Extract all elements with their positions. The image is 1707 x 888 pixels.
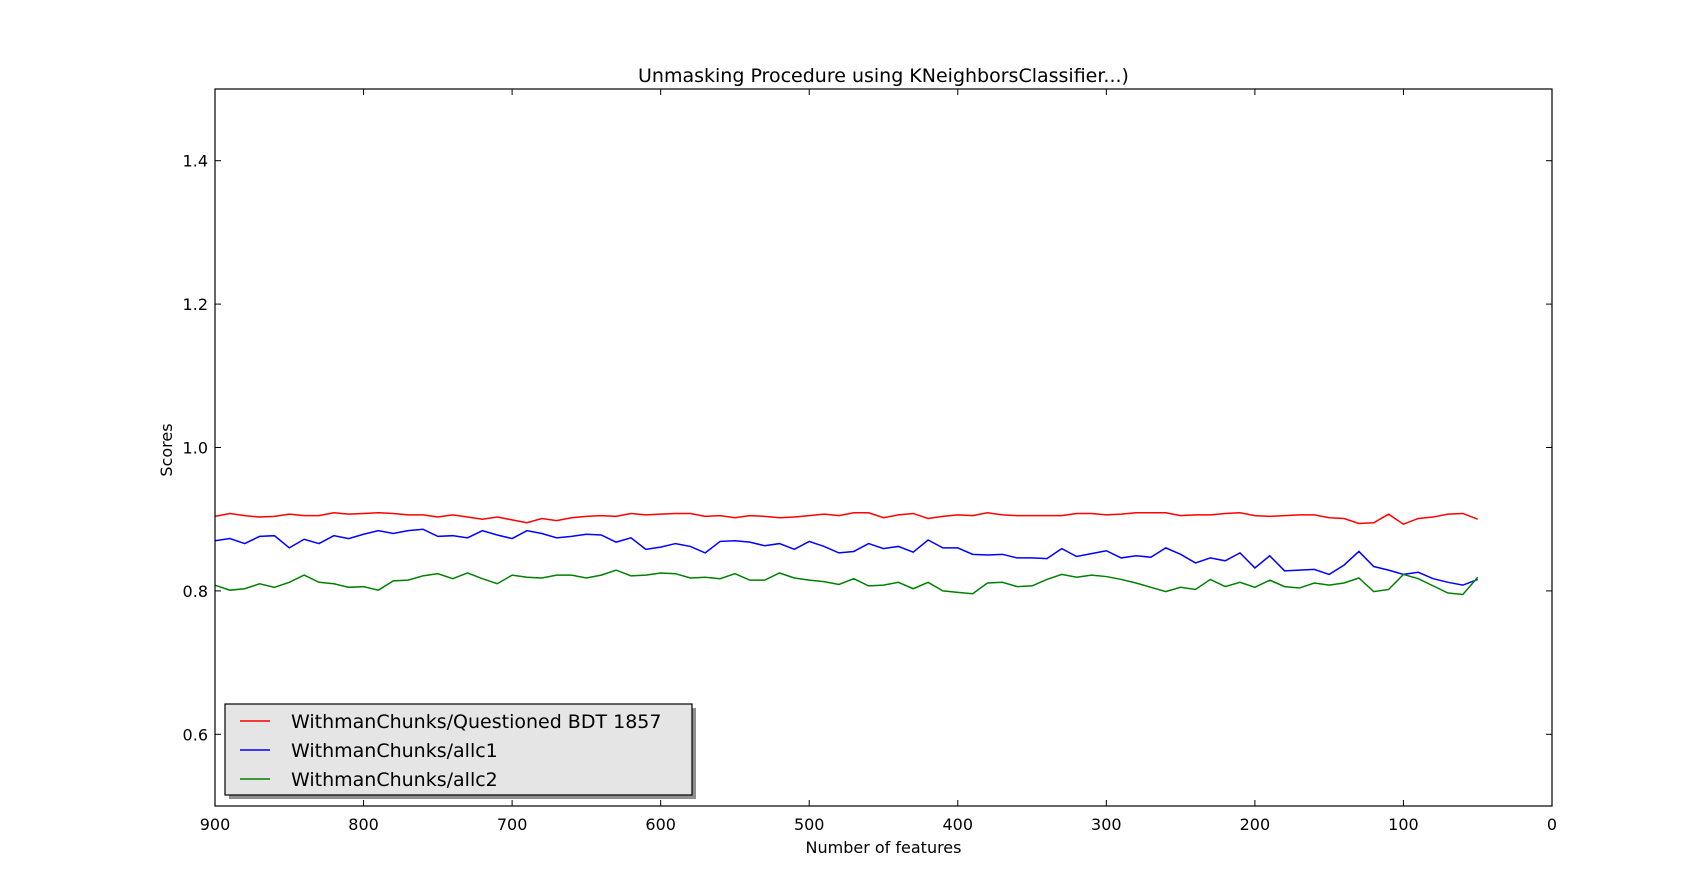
series-line-3 — [214, 569, 1479, 596]
x-tick-label: 200 — [1240, 815, 1271, 834]
series-line-1 — [214, 511, 1478, 526]
legend-items: WithmanChunks/Questioned BDT 1857 Withman… — [240, 711, 661, 791]
series-line-2 — [214, 528, 1478, 586]
chart-title: Unmasking Procedure using KNeighborsClas… — [638, 65, 1129, 87]
y-tick-label: 1.0 — [183, 439, 208, 458]
y-tick-label: 0.6 — [183, 725, 208, 744]
legend: WithmanChunks/Questioned BDT 1857 Withman… — [224, 703, 696, 799]
x-axis-label: Number of features — [806, 838, 962, 857]
x-tick-label: 600 — [645, 815, 676, 834]
y-tick-label: 1.2 — [183, 295, 208, 314]
legend-label-1: WithmanChunks/Questioned BDT 1857 — [291, 711, 661, 733]
y-tick-label: 0.8 — [183, 582, 208, 601]
x-tick-label: 500 — [794, 815, 825, 834]
x-tick-label: 100 — [1388, 815, 1419, 834]
x-tick-label: 700 — [497, 815, 528, 834]
x-tick-label: 300 — [1091, 815, 1122, 834]
y-axis-label: Scores — [157, 423, 176, 476]
x-tick-label: 900 — [200, 815, 231, 834]
x-tick-label: 400 — [943, 815, 974, 834]
x-tick-label: 800 — [348, 815, 379, 834]
x-axis: 900 800 700 600 500 400 300 200 100 0 — [200, 89, 1557, 834]
x-tick-label: 0 — [1547, 815, 1557, 834]
y-tick-label: 1.4 — [183, 152, 208, 171]
y-axis: 0.6 0.8 1.0 1.2 1.4 — [183, 152, 1552, 744]
legend-label-2: WithmanChunks/allc1 — [291, 740, 498, 762]
legend-box — [224, 703, 693, 796]
plot-series — [214, 511, 1479, 596]
legend-label-3: WithmanChunks/allc2 — [291, 769, 498, 791]
